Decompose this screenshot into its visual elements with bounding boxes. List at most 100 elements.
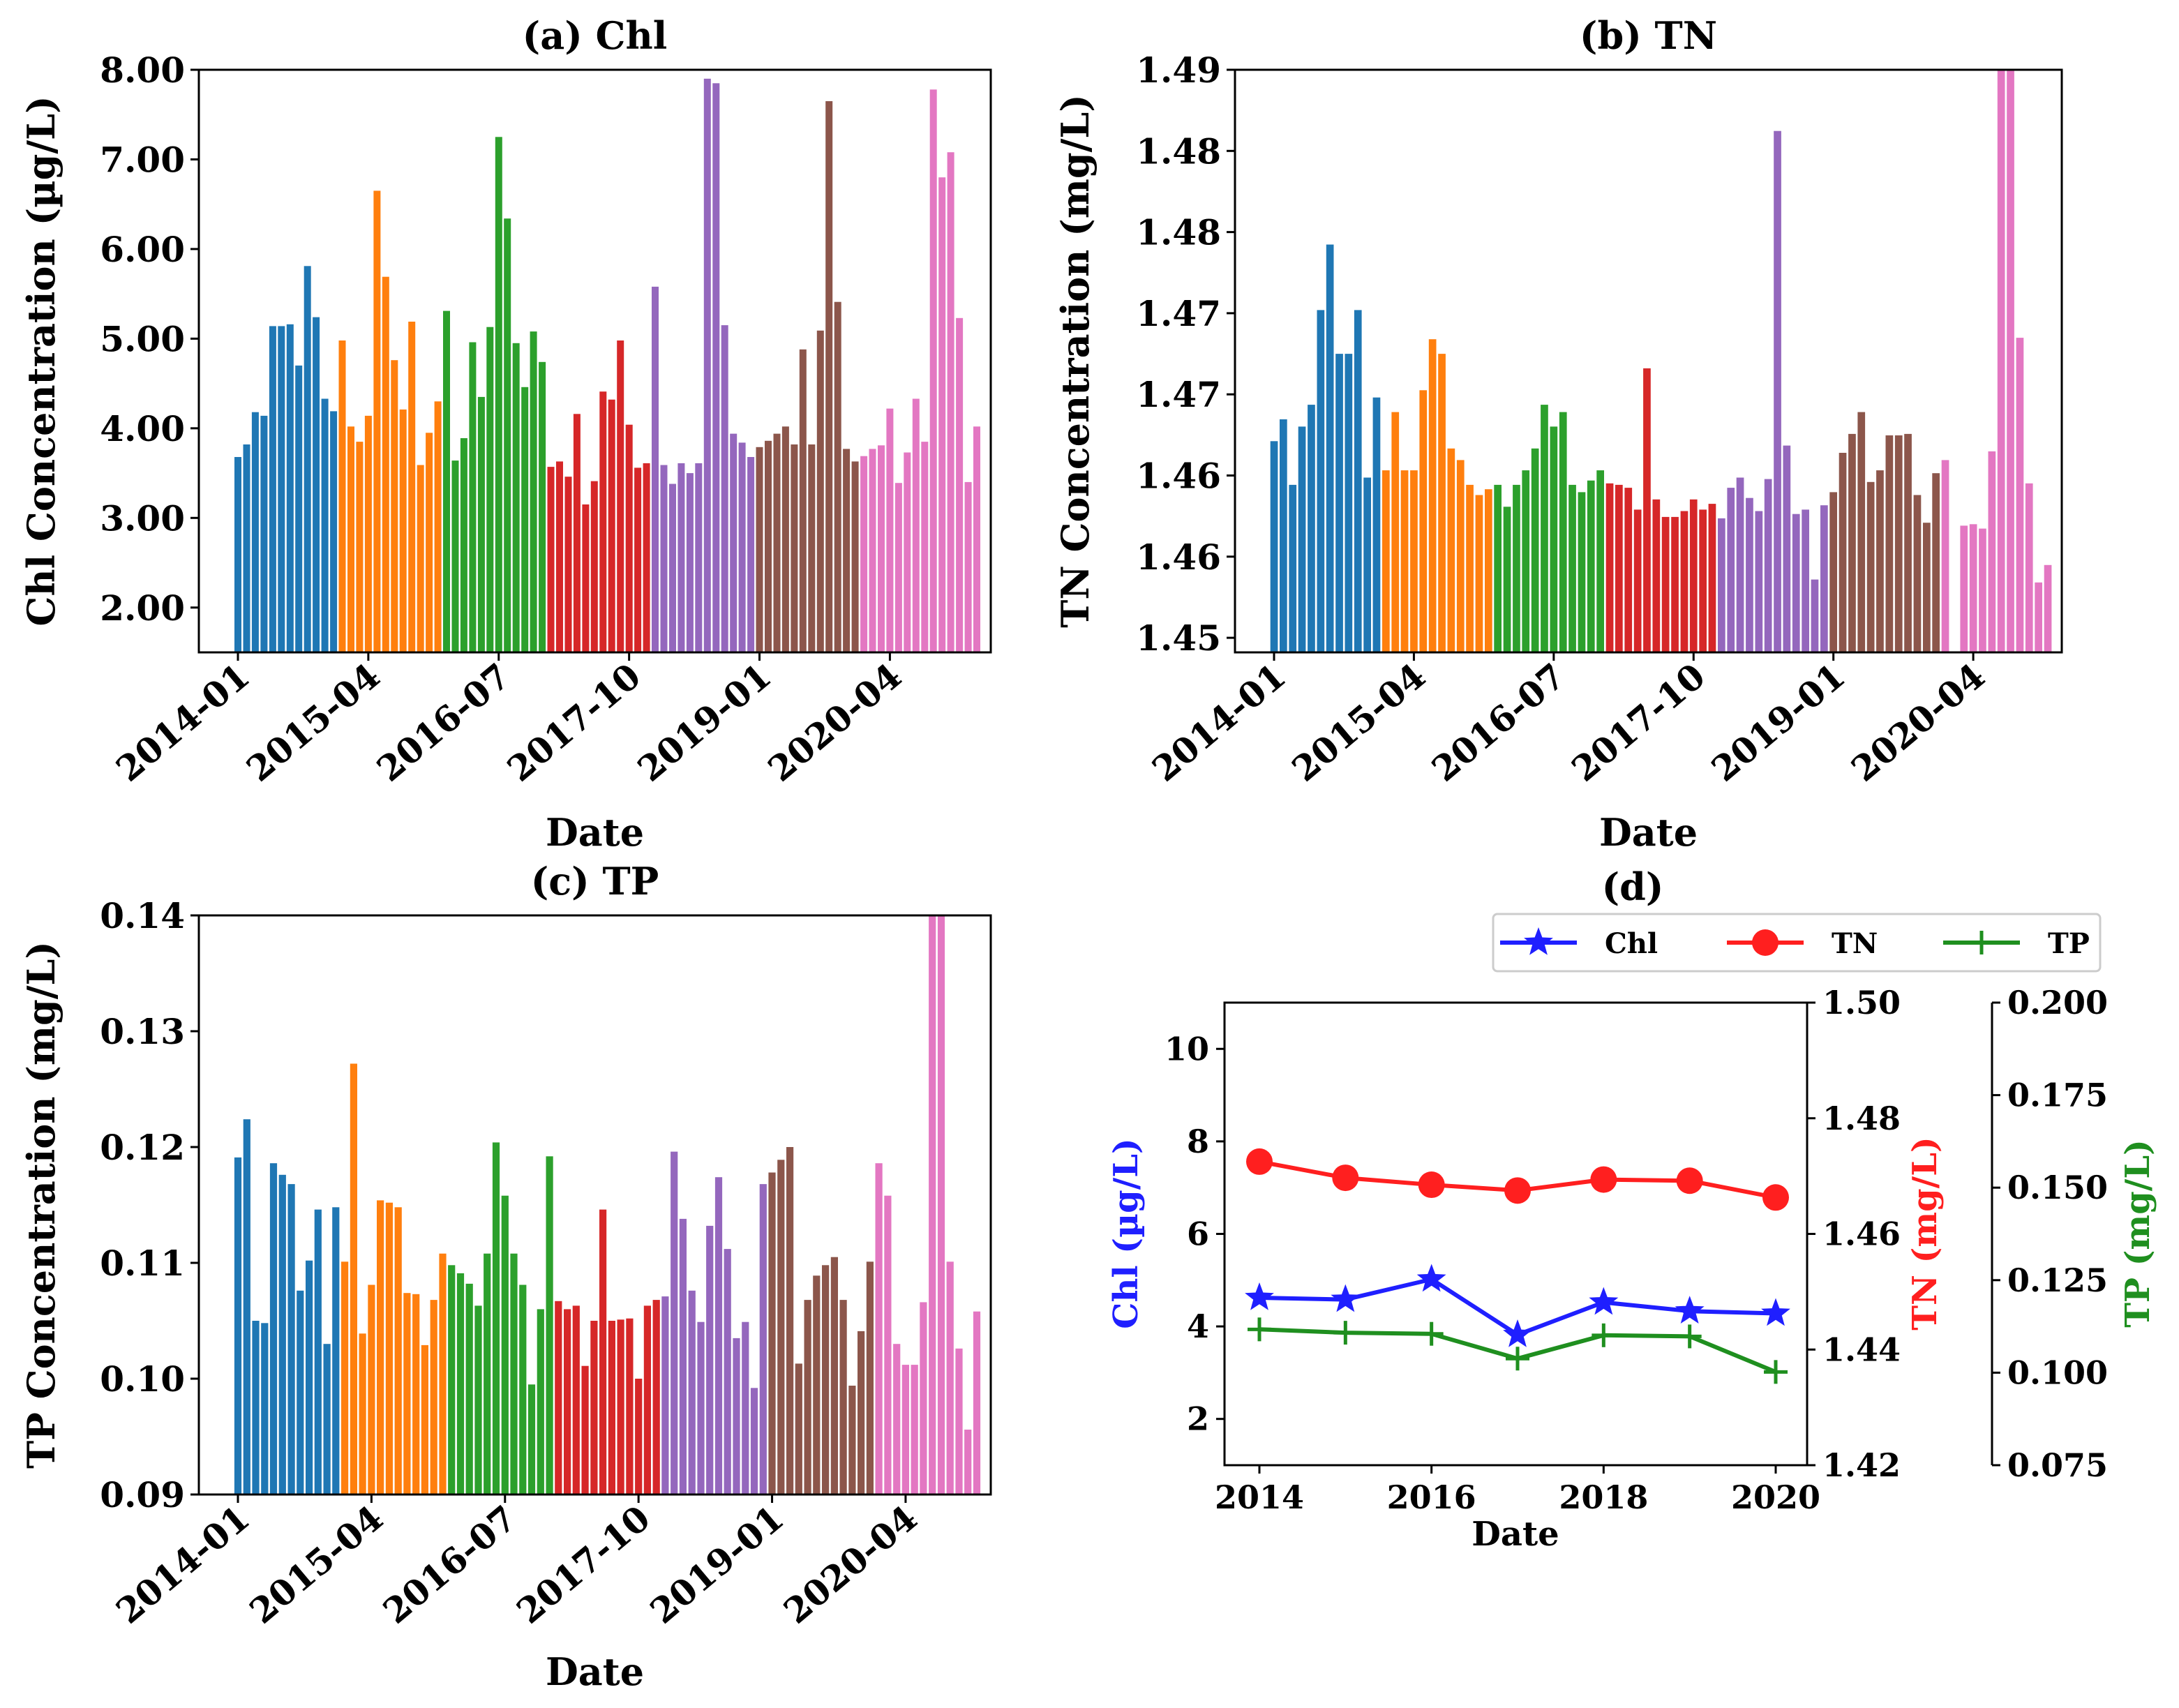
bar-2018-8 bbox=[1783, 445, 1791, 652]
bar-2020-13 bbox=[964, 481, 972, 652]
bar-2016-6 bbox=[1541, 405, 1548, 652]
x-axis-label: Date bbox=[1472, 1515, 1559, 1554]
y-tick-label: 0.10 bbox=[100, 1358, 185, 1400]
bar-2016-8 bbox=[504, 218, 511, 652]
x-tick-label: 2014-01 bbox=[108, 1497, 257, 1632]
bar-2014-9 bbox=[1345, 354, 1353, 652]
y-tick-label: 1.48 bbox=[1136, 212, 1221, 253]
bar-2014-5 bbox=[269, 326, 276, 652]
point-2015 bbox=[1332, 1164, 1359, 1192]
bar-2020-9 bbox=[929, 89, 937, 652]
bar-2015-3 bbox=[359, 1333, 366, 1494]
y-tick-label: 1.49 bbox=[1136, 50, 1221, 91]
bar-2016-9 bbox=[519, 1284, 527, 1494]
bar-2018-10 bbox=[730, 433, 737, 652]
bar-2020-7 bbox=[1997, 70, 2005, 652]
bar-2020-5 bbox=[911, 1365, 918, 1494]
bar-2017-5 bbox=[582, 504, 590, 652]
bar-2014-2 bbox=[1280, 419, 1287, 652]
bar-2014-11 bbox=[1363, 477, 1371, 652]
tn-tick-label: 1.48 bbox=[1822, 1100, 1901, 1137]
bar-2017-7 bbox=[608, 1321, 615, 1494]
bar-2020-6 bbox=[1988, 451, 1996, 652]
bar-2017-6 bbox=[599, 1209, 607, 1494]
bar-2016-12 bbox=[1596, 470, 1604, 652]
bar-2018-2 bbox=[1727, 488, 1735, 652]
bar-2015-12 bbox=[439, 1253, 447, 1494]
bar-2020-1 bbox=[860, 456, 868, 652]
bar-2016-5 bbox=[1531, 448, 1539, 652]
bar-2017-1 bbox=[555, 1301, 562, 1494]
y-tick-label: 0.12 bbox=[100, 1127, 185, 1168]
legend-marker bbox=[1970, 931, 1993, 954]
panel-c: 0.090.100.110.120.130.142014-012015-0420… bbox=[19, 859, 992, 1694]
tn-tick-label: 1.46 bbox=[1822, 1215, 1901, 1253]
bar-2020-3 bbox=[878, 445, 885, 652]
bar-2020-11 bbox=[964, 1430, 972, 1494]
bar-2015-8 bbox=[399, 409, 407, 652]
bar-2017-1 bbox=[547, 467, 555, 652]
bar-2017-3 bbox=[572, 1305, 580, 1494]
bar-2019-3 bbox=[786, 1147, 794, 1494]
bar-2017-8 bbox=[617, 1319, 624, 1494]
plot-frame bbox=[197, 914, 992, 1496]
bar-2019-4 bbox=[1857, 412, 1866, 652]
bar-2018-3 bbox=[679, 1218, 687, 1494]
bar-2019-4 bbox=[795, 1363, 802, 1494]
bar-2019-1 bbox=[756, 447, 763, 652]
panel-title: (a) Chl bbox=[523, 13, 668, 58]
x-tick-label: 2015-04 bbox=[241, 1497, 391, 1632]
bar-2017-3 bbox=[1624, 488, 1633, 652]
bar-2014-10 bbox=[313, 317, 320, 652]
bar-2020-3 bbox=[1960, 525, 1968, 652]
bar-2020-8 bbox=[937, 915, 945, 1494]
bar-2019-7 bbox=[808, 444, 816, 652]
bar-2019-8 bbox=[1894, 435, 1903, 652]
tp-tick-label: 0.200 bbox=[2007, 984, 2108, 1021]
bar-2018-12 bbox=[1820, 505, 1828, 652]
tn-tick-label: 1.50 bbox=[1822, 984, 1901, 1021]
bar-2019-5 bbox=[791, 444, 798, 652]
bar-2017-4 bbox=[573, 414, 581, 652]
bar-2020-8 bbox=[921, 442, 929, 652]
bar-2020-9 bbox=[2016, 338, 2024, 652]
point-2014 bbox=[1245, 1282, 1274, 1310]
bar-2019-1 bbox=[768, 1172, 776, 1494]
bar-2019-6 bbox=[1876, 470, 1884, 652]
x-tick-label: 2020-04 bbox=[1843, 655, 1993, 790]
bar-2018-5 bbox=[697, 1321, 705, 1494]
bar-2017-8 bbox=[608, 399, 615, 652]
bar-2014-5 bbox=[269, 1163, 278, 1494]
tp-tick-label: 0.125 bbox=[2007, 1261, 2108, 1299]
bar-2015-7 bbox=[391, 360, 398, 652]
bar-2016-7 bbox=[501, 1195, 509, 1494]
bar-2015-8 bbox=[1447, 448, 1455, 652]
bar-2015-1 bbox=[1382, 470, 1390, 652]
point-2019 bbox=[1676, 1167, 1703, 1194]
bar-2016-4 bbox=[1522, 470, 1530, 652]
bar-2015-11 bbox=[426, 433, 433, 652]
bar-2020-11 bbox=[2035, 582, 2042, 652]
x-tick-label: 2020-04 bbox=[760, 655, 909, 790]
y-axis-label: TP Concentration (mg/L) bbox=[19, 941, 63, 1469]
bar-2017-7 bbox=[599, 391, 607, 652]
x-tick-label: 2016-07 bbox=[1424, 655, 1573, 790]
bar-2018-2 bbox=[660, 465, 668, 652]
bar-2016-6 bbox=[486, 327, 494, 652]
bar-2015-12 bbox=[434, 401, 442, 652]
bar-2014-8 bbox=[295, 365, 303, 652]
bar-2020-4 bbox=[901, 1365, 909, 1494]
bar-2019-12 bbox=[866, 1261, 874, 1494]
bar-2017-5 bbox=[590, 1321, 598, 1494]
bar-2018-1 bbox=[1718, 518, 1725, 652]
bar-2015-5 bbox=[373, 190, 381, 652]
y-tick-label: 8.00 bbox=[100, 50, 185, 91]
panel-title: (b) TN bbox=[1580, 13, 1717, 58]
bar-2015-9 bbox=[1456, 460, 1465, 652]
tp-axis-label: TP (mg/L) bbox=[2118, 1139, 2157, 1328]
bar-2014-7 bbox=[1326, 244, 1334, 652]
bar-2015-10 bbox=[421, 1344, 428, 1494]
bar-2014-6 bbox=[1317, 310, 1325, 652]
bar-2017-4 bbox=[1633, 509, 1642, 652]
